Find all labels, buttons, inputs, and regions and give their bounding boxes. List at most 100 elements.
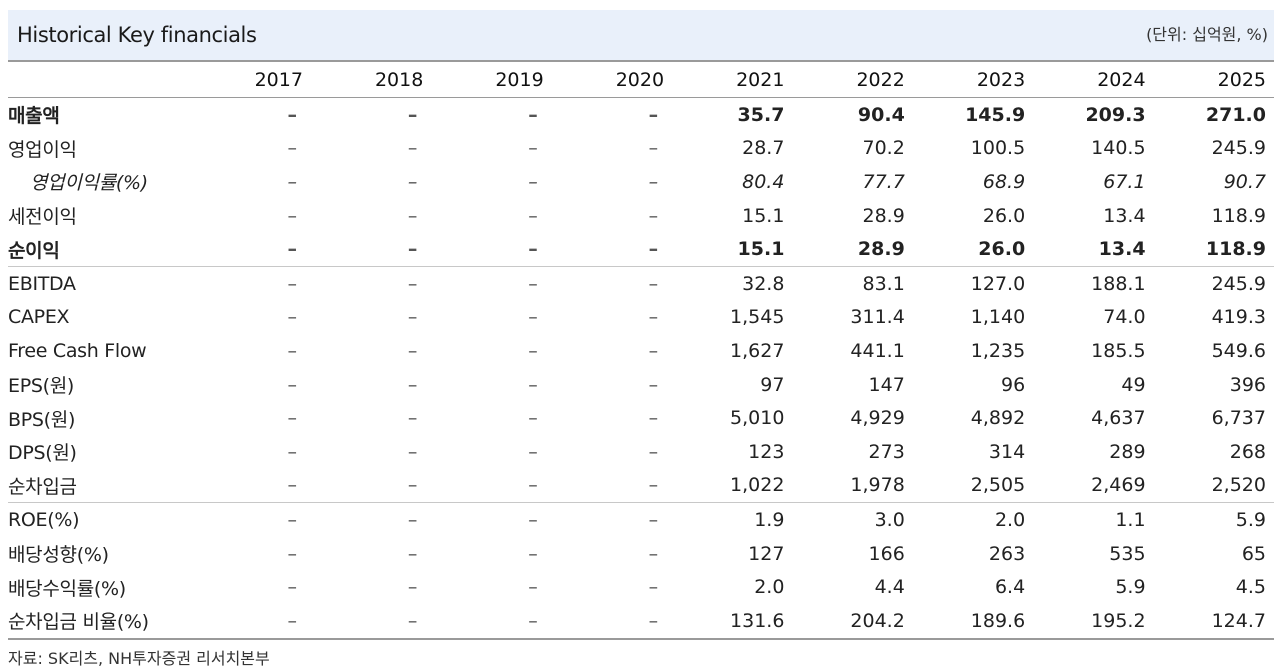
year-header: 2025 xyxy=(1153,60,1274,98)
table-row: ROE(%) – – – –1.9 3.0 2.0 1.1 5.9 xyxy=(8,502,1274,537)
year-header: 2023 xyxy=(912,60,1034,98)
value-cell: 273 xyxy=(868,440,905,463)
value-cell: 4,929 xyxy=(850,407,905,430)
value-cell: 15.1 xyxy=(737,238,785,261)
table-row: Free Cash Flow – – – – 1,627 441.1 1,235 185.5 54… xyxy=(8,334,1274,368)
value-cell: 2.0 xyxy=(754,576,785,599)
value-cell: – xyxy=(528,306,538,329)
value-cell: 147 xyxy=(868,373,905,396)
value-cell: – xyxy=(407,474,418,497)
table-row: EPS(원) – – – – 97 147 96 49 396 xyxy=(8,368,1274,402)
value-cell: – xyxy=(528,204,538,227)
value-cell: – xyxy=(287,238,297,261)
value-cell: – xyxy=(287,204,297,227)
year-header: 2022 xyxy=(792,60,913,98)
source-note: 자료: SK리츠, NH투자증권 리서치본부 xyxy=(8,649,270,668)
row-label: 배당성향(%) xyxy=(8,544,109,567)
table-header-bar: Historical Key financials (단위: 십억원, %) xyxy=(8,10,1274,60)
value-cell: 245.9 xyxy=(1211,137,1266,160)
table-row: 세전이익 – – – – 15.1 28.9 26.0 13.4 118.9 xyxy=(8,199,1274,233)
value-cell: 195.2 xyxy=(1033,603,1154,640)
value-cell: 145.9 xyxy=(965,103,1026,126)
unit-note: (단위: 십억원, %) xyxy=(1146,25,1268,44)
value-cell: – xyxy=(648,137,659,160)
table-row: 순이익 – – – – 15.1 28.9 26.0 13.4 118.9 xyxy=(8,232,1274,266)
value-cell: – xyxy=(528,103,538,126)
year-header: 2020 xyxy=(551,60,673,98)
value-cell: 245.9 xyxy=(1153,265,1274,301)
year-header-row: 2017 2018 2019 2020 2021 2022 2023 2024 … xyxy=(8,60,1274,98)
value-cell: – xyxy=(407,238,418,261)
row-label: 배당수익률(%) xyxy=(8,577,126,600)
value-cell: – xyxy=(407,440,418,463)
table-row: 순차입금 – – – – 1,022 1,978 2,505 2,469 2,520 xyxy=(8,469,1274,503)
value-cell: – xyxy=(528,440,538,463)
value-cell: – xyxy=(648,407,659,430)
value-cell: 1,140 xyxy=(970,306,1026,329)
value-cell: 6.4 xyxy=(994,576,1026,599)
value-cell: 4,892 xyxy=(970,407,1026,430)
value-cell: 13.4 xyxy=(1098,238,1146,261)
value-cell: – xyxy=(310,265,432,301)
value-cell: – xyxy=(287,373,297,396)
value-cell: – xyxy=(287,306,297,329)
value-cell: – xyxy=(551,265,673,301)
value-cell: – xyxy=(287,576,297,599)
value-cell: 2,469 xyxy=(1091,474,1146,497)
value-cell: 28.7 xyxy=(742,137,785,160)
value-cell: – xyxy=(287,137,297,160)
value-cell: – xyxy=(287,542,297,565)
value-cell: 3.0 xyxy=(792,502,913,537)
value-cell: 15.1 xyxy=(742,204,785,227)
value-cell: 1,022 xyxy=(730,474,785,497)
value-cell: 263 xyxy=(988,542,1026,565)
value-cell: – xyxy=(648,103,659,126)
value-cell: – xyxy=(648,339,659,362)
table-row: 배당수익률(%) – – – – 2.0 4.4 6.4 5.9 4.5 xyxy=(8,570,1274,604)
value-cell: 140.5 xyxy=(1091,137,1146,160)
value-cell: 535 xyxy=(1109,542,1146,565)
value-cell: 549.6 xyxy=(1211,339,1266,362)
value-cell: 13.4 xyxy=(1103,204,1146,227)
corner-cell xyxy=(8,60,191,98)
value-cell: – xyxy=(287,474,297,497)
value-cell: – xyxy=(407,542,418,565)
value-cell: – xyxy=(648,542,659,565)
row-label: 매출액 xyxy=(8,105,60,128)
value-cell: 26.0 xyxy=(978,238,1026,261)
row-label: 영업이익 xyxy=(8,138,77,161)
table-row: DPS(원) – – – – 123 273 314 289 268 xyxy=(8,435,1274,469)
table-row: EBITDA – – – –32.8 83.1 127.0 188.1 245.9 xyxy=(8,265,1274,301)
value-cell: – xyxy=(287,407,297,430)
value-cell: 100.5 xyxy=(970,137,1026,160)
value-cell: 83.1 xyxy=(792,265,913,301)
value-cell: 2.0 xyxy=(912,502,1034,537)
row-label: 순이익 xyxy=(8,239,60,262)
table-row: BPS(원) – – – – 5,010 4,929 4,892 4,637 6,737 xyxy=(8,401,1274,435)
table-title: Historical Key financials xyxy=(17,23,257,47)
row-label: 순차입금 비율(%) xyxy=(8,603,191,640)
value-cell: 118.9 xyxy=(1211,204,1266,227)
value-cell: – xyxy=(407,204,418,227)
value-cell: 97 xyxy=(760,373,785,396)
value-cell: – xyxy=(528,339,538,362)
value-cell: – xyxy=(648,474,659,497)
row-label: 영업이익률(%) xyxy=(30,172,148,195)
value-cell: 1,978 xyxy=(850,474,905,497)
value-cell: 123 xyxy=(748,440,785,463)
value-cell: 188.1 xyxy=(1033,265,1154,301)
value-cell: 4.4 xyxy=(874,576,905,599)
table-row: 매출액 – – – – 35.7 90.4 145.9 209.3 271.0 xyxy=(8,98,1274,132)
value-cell: – xyxy=(648,204,659,227)
value-cell: 96 xyxy=(1001,373,1026,396)
value-cell: 77.7 xyxy=(862,170,905,193)
table-row: 영업이익률(%) – – – – 80.4 77.7 68.9 67.1 90.7 xyxy=(8,165,1274,199)
value-cell: – xyxy=(528,407,538,430)
value-cell: – xyxy=(407,306,418,329)
value-cell: 419.3 xyxy=(1211,306,1266,329)
value-cell: 4.5 xyxy=(1235,576,1266,599)
value-cell: – xyxy=(551,502,673,537)
value-cell: 2,505 xyxy=(970,474,1026,497)
value-cell: 314 xyxy=(988,440,1026,463)
value-cell: 67.1 xyxy=(1103,170,1146,193)
